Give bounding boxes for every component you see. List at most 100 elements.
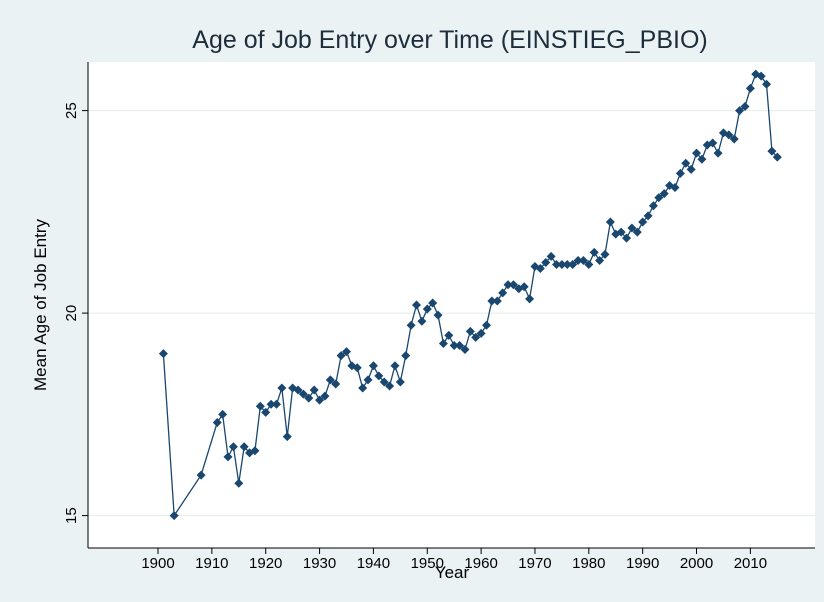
x-tick-label: 1910 [195,555,228,572]
marker [675,168,685,178]
marker [331,379,341,389]
marker [654,193,664,203]
marker [158,349,168,359]
marker [476,328,486,338]
marker [460,345,470,355]
marker [605,217,615,227]
marker [255,401,265,411]
marker [406,320,416,330]
marker [552,260,562,269]
x-tick-label: 1990 [626,555,659,572]
marker [363,375,373,385]
marker [600,249,610,259]
marker [336,351,346,361]
marker [444,330,454,340]
marker [670,183,680,193]
x-tick-label: 1980 [572,555,605,572]
marker [266,399,276,409]
marker [487,296,497,306]
marker [411,300,421,310]
marker [735,106,745,116]
marker [465,326,475,336]
marker [589,247,599,257]
marker [584,260,594,269]
marker [762,79,772,89]
marker [632,227,642,237]
marker [508,280,518,290]
marker [368,361,378,371]
x-tick-label: 2010 [734,555,767,572]
marker [541,257,551,267]
marker [298,389,308,399]
marker [692,148,702,158]
marker [638,217,648,227]
marker [309,385,319,395]
x-tick-label: 2000 [680,555,713,572]
x-tick-label: 1970 [518,555,551,572]
x-tick-label: 1950 [411,555,444,572]
marker [643,211,653,221]
marker [767,146,777,156]
marker [293,385,303,395]
marker [223,452,233,462]
marker [320,391,330,401]
marker [449,341,459,350]
marker [562,260,572,269]
marker [573,255,583,265]
marker [401,351,411,361]
x-tick-label: 1940 [357,555,390,572]
marker [228,442,238,452]
marker [471,332,481,342]
marker [315,395,325,405]
marker [352,363,362,373]
marker [595,255,605,265]
marker [218,409,228,419]
marker [271,399,281,409]
marker [622,233,632,243]
marker [648,201,658,211]
marker [417,316,427,326]
marker [212,417,222,427]
y-tick-label: 15 [63,507,80,524]
marker [234,478,244,488]
marker [568,260,578,269]
marker [503,280,513,290]
x-tick-label: 1960 [464,555,497,572]
marker [492,296,502,306]
marker [282,432,292,442]
marker [304,393,314,403]
chart-title: Age of Job Entry over Time (EINSTIEG_PBI… [192,26,707,54]
marker [729,134,739,144]
marker [422,304,432,314]
marker [395,377,405,387]
marker [455,341,465,350]
marker [627,223,637,233]
marker [724,130,734,140]
marker [482,320,492,330]
marker [708,138,718,148]
marker [772,152,782,162]
marker [578,255,588,265]
marker [277,383,287,393]
x-tick-label: 1920 [249,555,282,572]
x-axis-label: Year [435,563,470,582]
marker [557,260,567,269]
y-axis-label: Mean Age of Job Entry [31,219,50,391]
marker [250,446,260,456]
marker [261,407,271,417]
marker [438,338,448,348]
marker [374,371,384,381]
marker [498,288,508,298]
marker [379,377,389,387]
marker [433,310,443,320]
marker [239,442,249,452]
x-tick-label: 1900 [141,555,174,572]
marker [385,381,395,391]
marker [358,383,368,393]
marker [616,227,626,237]
marker [341,347,351,357]
y-tick-label: 25 [63,102,80,119]
marker [428,298,438,308]
marker [681,158,691,168]
